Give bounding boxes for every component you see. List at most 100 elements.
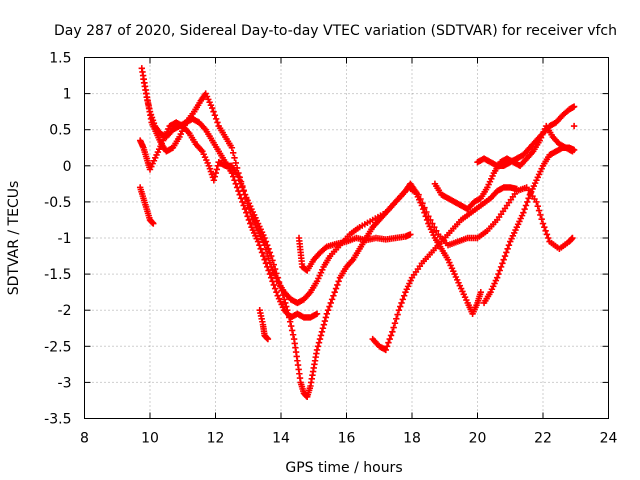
- data-point-marker: [524, 198, 531, 206]
- data-point-marker: [269, 257, 276, 264]
- data-point-marker: [397, 303, 404, 310]
- data-point-marker: [261, 234, 268, 242]
- data-point-marker: [209, 104, 216, 112]
- data-point-marker: [285, 314, 293, 321]
- data-point-marker: [393, 315, 400, 323]
- data-point-marker: [274, 274, 281, 281]
- data-point-marker: [543, 231, 551, 238]
- y-axis-title: SDTVAR / TECUs: [6, 181, 22, 296]
- data-point-marker: [265, 245, 272, 253]
- x-tick-label: 10: [141, 431, 159, 447]
- data-point-marker: [533, 198, 540, 206]
- plot-frame: [84, 57, 609, 419]
- data-point-marker: [212, 115, 220, 123]
- data-point-marker: [266, 270, 274, 278]
- data-point-marker: [327, 299, 334, 307]
- data-point-marker: [270, 281, 277, 289]
- data-point-marker: [258, 249, 266, 256]
- data-point-marker: [513, 185, 520, 193]
- data-point-marker: [313, 346, 321, 354]
- data-point-marker: [228, 144, 236, 151]
- data-point-marker: [319, 325, 327, 332]
- data-point-marker: [570, 103, 578, 110]
- y-tick-label: -0.5: [44, 195, 71, 211]
- data-point-marker: [314, 343, 322, 350]
- data-point-marker: [279, 291, 287, 299]
- data-point-marker: [260, 252, 267, 260]
- data-point-marker: [239, 184, 246, 191]
- data-point-marker: [320, 321, 328, 328]
- data-point-marker: [477, 288, 484, 296]
- data-point-marker: [240, 187, 247, 195]
- data-point-marker: [275, 278, 283, 286]
- data-point-marker: [500, 256, 507, 263]
- data-point-marker: [289, 331, 297, 338]
- data-point-marker: [318, 328, 326, 336]
- data-point-marker: [399, 296, 407, 303]
- data-point-marker: [407, 231, 414, 238]
- series-track-6: [295, 231, 414, 274]
- data-point-marker: [273, 288, 280, 296]
- series-track-3: [136, 119, 484, 401]
- data-point-marker: [278, 287, 285, 294]
- data-point-marker: [264, 335, 272, 343]
- data-point-marker: [383, 343, 391, 350]
- data-point-marker: [286, 318, 294, 325]
- data-point-marker: [214, 119, 221, 126]
- data-point-marker: [265, 267, 272, 274]
- data-point-marker: [213, 166, 221, 173]
- series-track-2: [140, 75, 321, 321]
- series-track-4: [136, 184, 157, 227]
- x-tick-label: 14: [272, 431, 290, 447]
- data-point-marker: [386, 335, 393, 343]
- data-point-marker: [262, 238, 270, 245]
- data-point-marker: [210, 108, 217, 115]
- data-point-marker: [264, 263, 271, 271]
- data-point-marker: [534, 203, 541, 210]
- data-point-marker: [541, 223, 548, 231]
- y-tick-label: -3: [58, 375, 72, 391]
- data-point-marker: [334, 281, 341, 289]
- data-point-marker: [322, 314, 330, 321]
- data-point-marker: [262, 260, 270, 267]
- series-track-7: [369, 184, 520, 354]
- data-point-marker: [243, 209, 250, 216]
- data-point-marker: [284, 307, 291, 314]
- data-point-marker: [545, 234, 552, 242]
- data-point-marker: [269, 278, 276, 285]
- data-point-marker: [241, 205, 249, 213]
- data-point-marker: [264, 242, 271, 249]
- data-point-marker: [321, 317, 329, 325]
- data-point-marker: [503, 249, 510, 256]
- data-point-marker: [395, 307, 403, 314]
- y-tick-label: -1.5: [44, 267, 71, 283]
- data-point-marker: [332, 285, 340, 292]
- y-tick-label: -1: [58, 231, 72, 247]
- data-point-marker: [542, 227, 549, 234]
- data-point-marker: [326, 303, 333, 310]
- y-tick-label: -2.5: [44, 339, 71, 355]
- data-point-marker: [328, 296, 336, 303]
- data-point-marker: [421, 209, 428, 216]
- data-point-marker: [495, 270, 502, 278]
- data-point-marker: [497, 263, 505, 271]
- data-point-marker: [493, 274, 501, 281]
- data-point-marker: [313, 310, 321, 318]
- data-point-marker: [419, 205, 427, 213]
- data-point-marker: [504, 245, 511, 253]
- data-point-marker: [433, 227, 440, 234]
- data-point-marker: [282, 299, 289, 307]
- data-point-marker: [398, 299, 405, 307]
- data-point-marker: [267, 252, 275, 260]
- data-point-marker: [212, 169, 220, 177]
- data-point-marker: [245, 216, 253, 224]
- data-point-marker: [539, 220, 547, 227]
- data-point-marker: [570, 122, 578, 130]
- y-tick-label: 0: [63, 159, 72, 175]
- x-tick-label: 18: [403, 431, 421, 447]
- data-point-marker: [390, 324, 397, 331]
- data-point-marker: [324, 307, 332, 314]
- data-point-marker: [501, 252, 509, 260]
- data-point-marker: [287, 322, 295, 330]
